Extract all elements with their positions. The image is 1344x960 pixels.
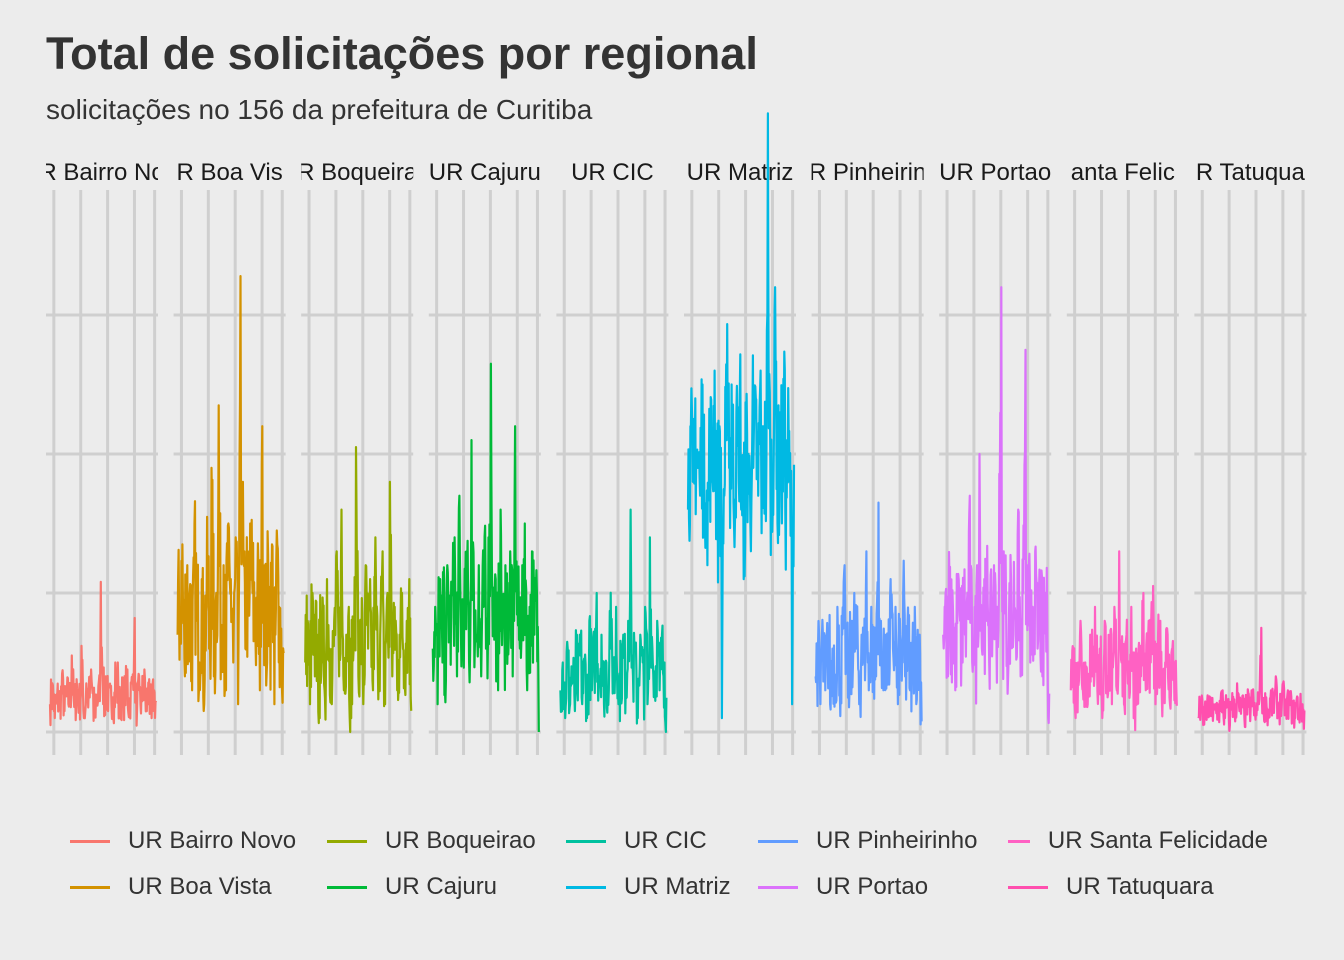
series-line	[176, 275, 285, 713]
facet-panel: R Bairro No	[39, 159, 164, 755]
legend-label: UR CIC	[624, 827, 707, 854]
legend-label: UR Santa Felicidade	[1047, 827, 1268, 854]
legend-swatch	[1008, 839, 1030, 843]
legend-label: UR Portao	[816, 873, 929, 900]
series-line	[814, 501, 923, 726]
faceted-line-chart: R Bairro No R Boa Vis R Boqueira UR Cajuru U…	[39, 112, 1307, 755]
facet-strip-label: R Tatuqua	[1196, 159, 1306, 186]
legend-swatch	[758, 839, 798, 843]
legend-item: UR Portao	[758, 864, 1008, 910]
facet-strip-label: anta Felic	[1071, 159, 1175, 186]
facet-strip-label: R Boa Vis	[176, 159, 282, 186]
facet-strip-label: UR Matriz	[687, 159, 794, 186]
legend-item: UR Tatuquara	[1008, 864, 1268, 910]
facet-strip-label: R Pinheirin	[809, 159, 926, 186]
series-line	[431, 362, 540, 733]
legend-item: UR Boa Vista	[70, 864, 327, 910]
legend-item: UR Cajuru	[327, 864, 566, 910]
series-line	[942, 286, 1051, 725]
series-line	[1197, 626, 1306, 732]
legend-label: UR Tatuquara	[1066, 873, 1214, 900]
legend-swatch	[758, 885, 798, 889]
facet-panel: R Boqueira	[297, 159, 418, 755]
series-line	[686, 112, 796, 720]
facet-panel: UR Matriz	[684, 112, 796, 755]
chart-title: Total de solicitações por regional	[46, 28, 758, 79]
legend-item: UR Matriz	[566, 864, 758, 910]
legend-swatch	[327, 839, 367, 843]
facet-panel: anta Felic	[1066, 159, 1179, 755]
legend-swatch	[70, 839, 110, 843]
facet-strip-label: UR Portao	[939, 159, 1051, 186]
legend-label: UR Pinheirinho	[816, 827, 978, 854]
legend-swatch	[70, 885, 110, 889]
legend-item: UR Pinheirinho	[758, 818, 1008, 864]
legend-label: UR Cajuru	[385, 873, 498, 900]
legend-label: UR Bairro Novo	[128, 827, 297, 854]
series-line	[48, 580, 158, 727]
series-line	[304, 446, 413, 734]
facet-panel: UR Cajuru	[428, 159, 541, 755]
facet-panel: R Tatuqua	[1194, 159, 1307, 755]
facet-strip-label: UR CIC	[571, 159, 654, 186]
legend-item: UR Bairro Novo	[70, 818, 327, 864]
legend-label: UR Boqueirao	[385, 827, 536, 854]
legend-item: UR Boqueirao	[327, 818, 566, 864]
facet-strip-label: UR Cajuru	[429, 159, 541, 186]
facet-panel: R Pinheirin	[809, 159, 926, 755]
facet-strip-label: R Boqueira	[297, 159, 418, 186]
legend-item: UR CIC	[566, 818, 758, 864]
chart-subtitle: solicitações no 156 da prefeitura de Cur…	[46, 94, 593, 125]
series-line	[1069, 550, 1178, 732]
legend-label: UR Matriz	[624, 873, 731, 900]
legend-swatch	[327, 885, 367, 889]
legend-swatch	[566, 839, 606, 843]
series-line	[559, 508, 668, 734]
facet-panel: UR Portao	[939, 159, 1051, 755]
legend-swatch	[1008, 885, 1048, 889]
legend-item: UR Santa Felicidade	[1008, 818, 1268, 864]
facet-strip-label: R Bairro No	[39, 159, 164, 186]
legend: UR Bairro Novo UR Boa Vista UR Boqueirao UR…	[70, 818, 1268, 910]
facet-panel: UR CIC	[556, 159, 669, 755]
legend-label: UR Boa Vista	[128, 873, 272, 900]
legend-swatch	[566, 885, 606, 889]
facet-panel: R Boa Vis	[173, 159, 286, 755]
